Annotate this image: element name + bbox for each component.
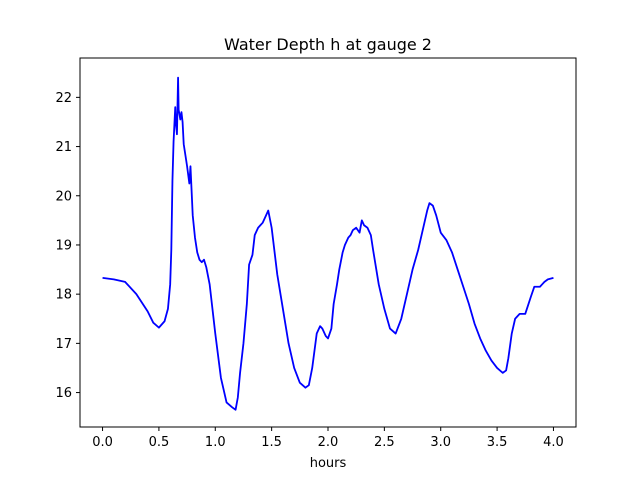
x-tick-label: 1.5 xyxy=(261,435,282,450)
y-tick-label: 22 xyxy=(55,91,72,106)
plot-area xyxy=(102,76,554,411)
x-tick-label: 4.0 xyxy=(543,435,564,450)
y-tick-label: 21 xyxy=(55,140,72,155)
x-tick-label: 0.5 xyxy=(149,435,170,450)
x-tick-label: 0.0 xyxy=(92,435,113,450)
x-tick-label: 1.0 xyxy=(205,435,226,450)
y-tick-label: 17 xyxy=(55,337,72,352)
x-tick-label: 3.5 xyxy=(487,435,508,450)
series-line-0 xyxy=(102,76,554,411)
y-tick-label: 20 xyxy=(55,189,72,204)
x-tick-label: 2.5 xyxy=(374,435,395,450)
y-tick-label: 16 xyxy=(55,386,72,401)
y-tick-label: 19 xyxy=(55,238,72,253)
x-tick-label: 2.0 xyxy=(318,435,339,450)
chart-title: Water Depth h at gauge 2 xyxy=(224,35,432,54)
y-tick-label: 18 xyxy=(55,288,72,303)
x-axis-label: hours xyxy=(310,456,347,471)
x-tick-label: 3.0 xyxy=(430,435,451,450)
x-axis: 0.0 0.5 1.0 1.5 2.0 2.5 3.0 3.5 4.0 xyxy=(92,427,564,450)
y-axis: 16 17 18 19 20 21 22 xyxy=(55,91,80,401)
